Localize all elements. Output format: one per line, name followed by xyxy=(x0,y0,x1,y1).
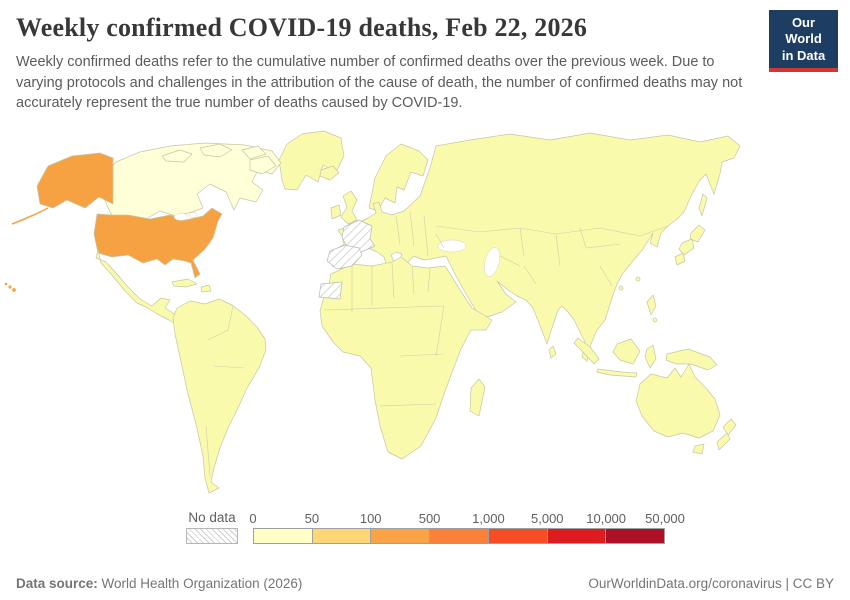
country-madagascar[interactable] xyxy=(469,378,486,417)
legend-tick-label: 100 xyxy=(359,510,382,526)
owid-logo-box: Our World in Data xyxy=(769,10,838,68)
legend-segment[interactable] xyxy=(606,528,665,543)
no-data-swatch[interactable] xyxy=(186,527,238,544)
country-sakhalin[interactable] xyxy=(698,193,708,217)
country-australia[interactable] xyxy=(635,363,721,439)
country-new-zealand[interactable] xyxy=(722,418,737,436)
country-africa[interactable] xyxy=(319,256,493,460)
country-south-america[interactable] xyxy=(172,298,267,494)
legend-tick-label: 50,000 xyxy=(645,510,685,526)
country-japan[interactable] xyxy=(674,252,686,266)
country-usa[interactable] xyxy=(93,207,223,279)
country-canada-arctic-island[interactable] xyxy=(161,149,193,163)
owid-logo-stripe xyxy=(769,67,838,72)
legend-color-scale: 0 50 100 500 1,000 5,000 10,000 50,000 xyxy=(249,510,685,544)
legend-no-data: No data xyxy=(186,510,238,544)
country-cuba[interactable] xyxy=(171,278,198,288)
country-japan[interactable] xyxy=(689,224,706,243)
data-source: Data source: World Health Organization (… xyxy=(16,576,302,591)
owid-logo-line2: in Data xyxy=(781,47,826,63)
legend-ticks: 0 50 100 500 1,000 5,000 10,000 50,000 xyxy=(249,510,685,528)
country-tasmania[interactable] xyxy=(692,443,705,455)
legend-segment[interactable] xyxy=(547,528,607,543)
world-choropleth-map xyxy=(4,130,741,494)
great-lakes xyxy=(188,211,198,218)
owid-link[interactable]: OurWorldinData.org/coronavirus | CC BY xyxy=(588,576,834,591)
country-france-nodata[interactable] xyxy=(341,219,376,253)
data-source-label: Data source: xyxy=(16,576,98,591)
great-lakes xyxy=(173,212,189,221)
country-usa-hawaii[interactable] xyxy=(8,285,12,289)
caspian-sea xyxy=(484,246,500,277)
country-new-zealand[interactable] xyxy=(716,432,731,451)
owid-logo-line1: Our World xyxy=(785,15,822,47)
country-spain-nodata[interactable] xyxy=(326,244,363,270)
chart-subtitle: Weekly confirmed deaths refer to the cum… xyxy=(16,54,743,112)
country-eurasia-mainland[interactable] xyxy=(329,132,741,362)
legend-tick-label: 50 xyxy=(304,510,320,526)
page-title: Weekly confirmed COVID-19 deaths, Feb 22… xyxy=(16,13,588,42)
legend-segment[interactable] xyxy=(488,528,548,543)
no-data-label: No data xyxy=(188,509,236,525)
country-greenland[interactable] xyxy=(278,130,345,191)
legend-segment[interactable] xyxy=(312,528,372,543)
legend-segment[interactable] xyxy=(430,528,489,543)
chart-header: Weekly confirmed COVID-19 deaths, Feb 22… xyxy=(0,0,850,114)
country-philippines[interactable] xyxy=(646,294,657,316)
country-hainan[interactable] xyxy=(618,285,624,291)
country-usa-alaska[interactable] xyxy=(36,152,114,209)
country-sri-lanka[interactable] xyxy=(548,345,557,359)
country-canada-arctic-island[interactable] xyxy=(199,143,233,158)
legend-segment[interactable] xyxy=(371,528,431,543)
country-taiwan[interactable] xyxy=(635,276,641,282)
country-iceland[interactable] xyxy=(319,165,340,181)
usa-aleutian-chain xyxy=(11,207,49,225)
country-java[interactable] xyxy=(596,368,638,378)
legend-tick-label: 1,000 xyxy=(472,510,505,526)
legend-bar xyxy=(253,527,665,544)
country-usa-hawaii[interactable] xyxy=(12,287,16,292)
country-borders xyxy=(205,211,669,476)
map-legend: No data 0 50 100 500 1,000 5,000 10,000 50,000 xyxy=(186,508,850,544)
legend-tick-label: 5,000 xyxy=(531,510,564,526)
country-borneo[interactable] xyxy=(612,338,641,365)
legend-segment[interactable] xyxy=(254,528,313,543)
country-philippines[interactable] xyxy=(652,317,658,323)
country-united-kingdom[interactable] xyxy=(340,190,358,225)
country-canada-baffin[interactable] xyxy=(249,155,277,175)
country-sulawesi[interactable] xyxy=(644,344,657,369)
owid-logo[interactable]: Our World in Data xyxy=(769,10,838,72)
chart-footer: Data source: World Health Organization (… xyxy=(0,576,850,591)
country-sumatra[interactable] xyxy=(573,337,600,365)
country-canada-arctic-island[interactable] xyxy=(241,145,267,160)
black-sea xyxy=(437,239,467,252)
country-usa-hawaii[interactable] xyxy=(4,282,8,286)
country-new-guinea[interactable] xyxy=(665,348,718,371)
country-japan[interactable] xyxy=(678,238,695,256)
legend-tick-label: 0 xyxy=(249,510,257,526)
country-hispaniola[interactable] xyxy=(200,284,212,293)
country-ireland[interactable] xyxy=(330,204,342,220)
country-western-sahara-nodata[interactable] xyxy=(318,281,343,300)
legend-tick-label: 10,000 xyxy=(586,510,627,526)
data-source-text: World Health Organization (2026) xyxy=(97,576,303,591)
legend-tick-label: 500 xyxy=(418,510,441,526)
country-canada[interactable] xyxy=(101,142,282,221)
country-scandinavia[interactable] xyxy=(368,143,429,212)
